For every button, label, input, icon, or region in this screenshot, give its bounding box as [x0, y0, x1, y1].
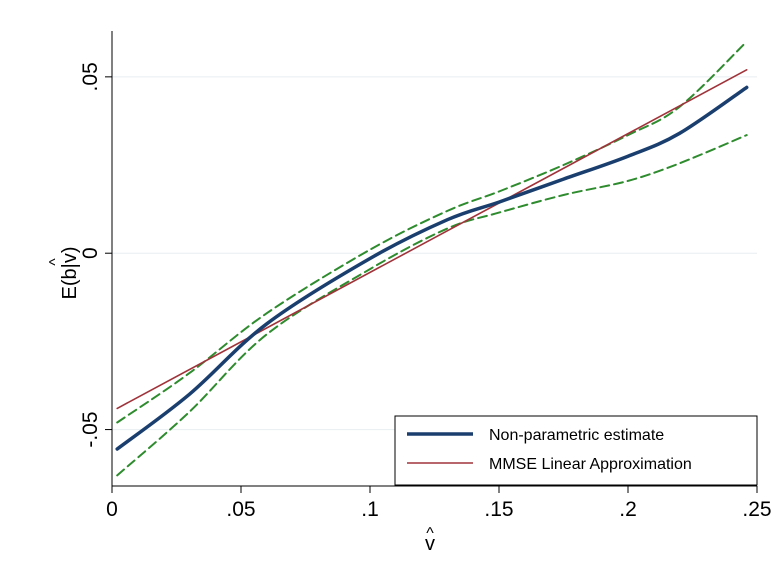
series-lower-ci-line — [116, 134, 748, 477]
y-tick-label: .05 — [79, 62, 102, 91]
x-axis-title: v — [425, 533, 435, 555]
ticks-layer: -.05 0 .05 0 .05 .1 .15 .2 .25 — [79, 62, 772, 521]
x-tick-label: .05 — [226, 498, 255, 521]
x-tick-label: .25 — [742, 498, 771, 521]
x-tick-label: .15 — [484, 498, 513, 521]
series-layer — [115, 40, 749, 477]
y-axis-title-hat: ^ — [47, 258, 64, 266]
x-tick-label: .1 — [361, 498, 379, 521]
series-mmse-line — [116, 69, 748, 410]
y-tick-label: 0 — [79, 247, 102, 259]
series-nonparametric-line — [115, 85, 749, 451]
series-upper-ci-line — [116, 40, 748, 424]
x-axis-title-hat: ^ — [426, 525, 434, 542]
legend-label-nonparametric: Non-parametric estimate — [489, 427, 664, 444]
x-tick-label: 0 — [106, 498, 118, 521]
y-axis-title: E(b|v) — [59, 247, 81, 300]
legend-label-mmse: MMSE Linear Approximation — [489, 456, 692, 473]
x-tick-label: .2 — [619, 498, 637, 521]
y-axis-title-group: E(b|v) ^ — [47, 247, 81, 300]
legend-box — [394, 415, 758, 486]
y-tick-label: -.05 — [79, 411, 102, 447]
legend: Non-parametric estimate MMSE Linear Appr… — [394, 415, 758, 486]
